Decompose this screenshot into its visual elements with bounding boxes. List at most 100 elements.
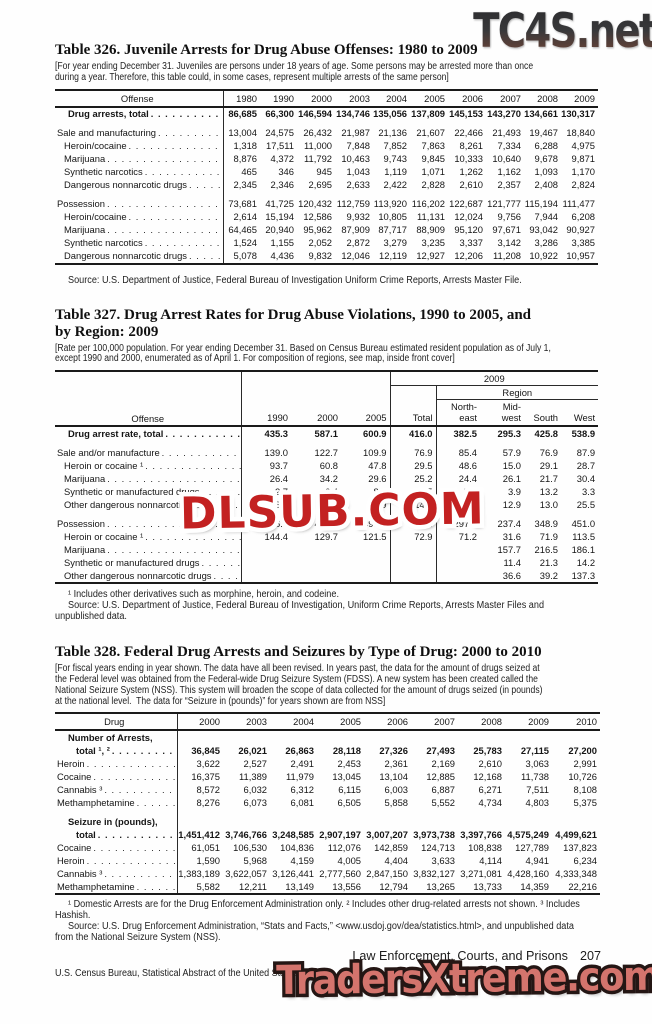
cell-value: 26,021 (238, 744, 267, 756)
cell-value: 12.9 (502, 498, 522, 510)
table-326-body: Drug arrests, total. . . . . . . . . . .… (55, 106, 598, 264)
row-label: Cocaine. . . . . . . . . . . . . . . . .… (55, 841, 178, 855)
cell-value: 19,467 (529, 127, 558, 139)
cell-value: 25,783 (473, 744, 502, 756)
cell-value: 11,792 (304, 153, 332, 165)
column-header-year: 2007 (434, 716, 455, 728)
cell-value (223, 815, 270, 828)
cell-value: 97,671 (492, 224, 521, 236)
cell-value: 2,169 (431, 757, 455, 769)
cell-value: 4,404 (384, 854, 408, 866)
table-row: Methamphetamine. . . . . . . . . . . . .… (55, 796, 600, 810)
table-row: Marijuana. . . . . . . . . . . . . . . .… (55, 152, 598, 166)
cell-value: 21,607 (416, 127, 445, 139)
cell-value: 31.6 (502, 530, 522, 542)
cell-value: 86,685 (222, 106, 260, 121)
cell-value: 14.2 (576, 556, 596, 568)
table-row: Heroin/cocaine. . . . . . . . . . . . . … (55, 139, 598, 153)
cell-value: 22,466 (454, 127, 483, 139)
cell-value: 6,271 (478, 783, 502, 795)
cell-value: 25.2 (389, 472, 437, 486)
header-gap (241, 371, 390, 386)
cell-value (505, 730, 552, 744)
column-header-year: 2006 (387, 716, 408, 728)
cell-value: 11,979 (286, 770, 314, 782)
row-label: Cocaine. . . . . . . . . . . . . . . . .… (55, 770, 178, 784)
cell-value: 13,149 (285, 880, 314, 892)
cell-value: 1,170 (571, 166, 595, 178)
column-header-year: 1990 (267, 412, 288, 424)
row-label: Number of Arrests, (55, 730, 178, 745)
dot-leader: . . . . . . . . . . . . . . . . . . . . … (201, 556, 241, 568)
table-row: Cocaine. . . . . . . . . . . . . . . . .… (55, 841, 600, 855)
cell-value: 2,633 (346, 179, 370, 191)
table-row: Marijuana. . . . . . . . . . . . . . . .… (55, 223, 598, 237)
cell-value: 88,909 (416, 224, 445, 236)
cell-value: 135,056 (373, 108, 407, 120)
cell-value: 451.0 (571, 517, 596, 529)
cell-value: 6,234 (573, 854, 597, 866)
cell-value: 13.2 (539, 485, 559, 497)
row-label: Heroin/cocaine. . . . . . . . . . . . . … (55, 210, 224, 224)
cell-value: 142,859 (374, 841, 408, 853)
cell-value: 9,756 (497, 211, 521, 223)
cell-value: 6,073 (243, 796, 267, 808)
table-row: Synthetic narcotics. . . . . . . . . . .… (55, 165, 598, 179)
section-table-327: Table 327. Drug Arrest Rates for Drug Ab… (55, 307, 599, 622)
watermark-tradersxtreme: TradersXtreme.com (276, 954, 652, 1004)
footer-credit-line: U.S. Census Bureau, Statistical Abstract… (55, 968, 323, 979)
column-header-year: 2010 (576, 716, 597, 728)
cell-value: 29.6 (368, 472, 387, 484)
dot-leader: . . . . . . . . . . . . . . . . . . . . … (107, 543, 241, 555)
cell-value: 2,991 (573, 757, 597, 769)
cell-value (240, 556, 291, 570)
column-header-total: Total (389, 399, 437, 427)
row-label: Cannabis ³. . . . . . . . . . . . . . . … (55, 783, 178, 797)
cell-value: 27,326 (379, 744, 408, 756)
cell-value: 85.4 (435, 446, 481, 460)
cell-value: 6,208 (571, 211, 595, 223)
cell-value: 4,333,348 (555, 867, 597, 879)
table-row: Seizure in (pounds), (55, 815, 600, 829)
dot-leader: . . . . . . . . . . . . . . . . . . . . … (107, 472, 241, 484)
cell-value (458, 730, 505, 744)
table-row: Cocaine. . . . . . . . . . . . . . . . .… (55, 770, 600, 784)
cell-value: 6,115 (338, 783, 361, 795)
cell-value: 4,436 (270, 250, 294, 262)
cell-value: 26,863 (285, 744, 314, 756)
cell-value: 2,357 (497, 179, 521, 191)
cell-value: 30.4 (576, 472, 596, 484)
cell-value: 106,530 (233, 841, 267, 853)
cell-value: 3,746,766 (225, 828, 267, 840)
dot-leader: . . . . . . . . . . . . . . . . . . . . … (136, 796, 177, 808)
cell-value: 122,687 (449, 198, 483, 210)
cell-value (240, 569, 291, 584)
cell-value: 137,823 (563, 841, 597, 853)
row-label: Synthetic or manufactured drugs. . . . .… (55, 556, 242, 570)
dot-leader: . . . . . . . . . . . . . . . . . . . . … (128, 140, 222, 152)
cell-value (435, 543, 481, 557)
cell-value: 2,453 (337, 757, 361, 769)
row-label: Marijuana. . . . . . . . . . . . . . . .… (55, 543, 242, 557)
cell-value: 139.0 (240, 446, 291, 460)
cell-value: 26,432 (303, 127, 332, 139)
dot-leader: . . . . . . . . . . . . . . . . . . . . … (165, 427, 240, 439)
cell-value: 124,713 (421, 841, 455, 853)
cell-value: 12,046 (341, 250, 370, 262)
cell-value: 66,300 (265, 108, 294, 120)
cell-value: 10,640 (492, 153, 521, 165)
cell-value: 121,777 (487, 198, 521, 210)
cell-value (291, 543, 341, 556)
table-328-note: [For fiscal years ending in year shown. … (55, 663, 543, 707)
cell-value: 3,063 (525, 757, 549, 769)
cell-value: 8,572 (176, 783, 223, 797)
column-header-year: 2004 (293, 716, 314, 728)
dot-leader: . . . . . . . . . . . . . . . . . . . . … (93, 841, 177, 853)
cell-value: 4,159 (290, 854, 314, 866)
cell-value: 113,920 (373, 198, 407, 210)
cell-value: 6,081 (290, 796, 314, 808)
table-row: Cannabis ³. . . . . . . . . . . . . . . … (55, 783, 600, 797)
cell-value: 3,622 (176, 757, 223, 771)
cell-value: 28,118 (332, 744, 361, 756)
cell-value: 8,876 (222, 152, 260, 166)
